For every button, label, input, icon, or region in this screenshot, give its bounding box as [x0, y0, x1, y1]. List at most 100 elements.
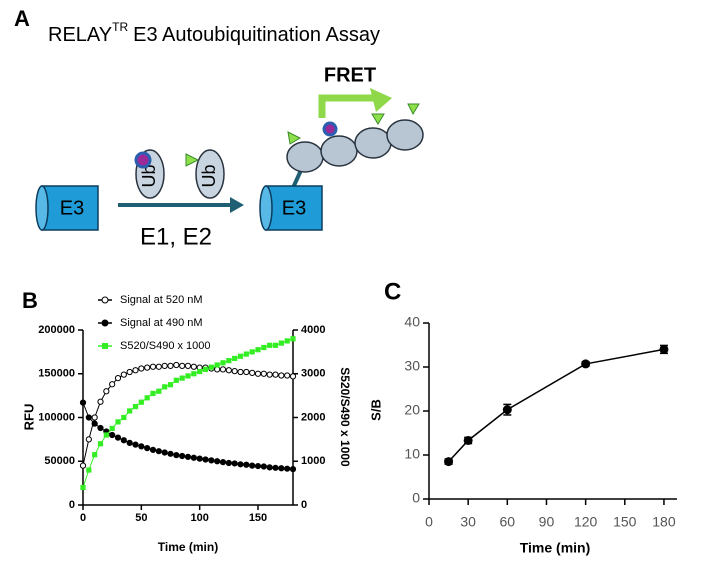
point [267, 342, 273, 348]
point [120, 437, 127, 444]
legend-label: Signal at 490 nM [120, 317, 203, 329]
point [272, 342, 279, 348]
point [86, 467, 92, 473]
y2-tick-label: 2000 [301, 411, 325, 423]
series-line [82, 364, 294, 466]
x-tick-label: 150 [613, 514, 637, 530]
legend-marker [101, 296, 109, 304]
x-tick-label: 180 [652, 514, 676, 530]
point [185, 373, 191, 379]
point [196, 455, 203, 462]
point [220, 360, 226, 366]
e3-body [265, 185, 323, 231]
point [289, 373, 297, 380]
point [138, 399, 144, 405]
point [173, 452, 180, 459]
point [249, 369, 256, 376]
x-tick-label: 0 [80, 512, 86, 524]
panel-letter: C [384, 278, 401, 305]
point [231, 368, 238, 375]
fret-arrow [318, 94, 376, 118]
point [202, 366, 209, 372]
y-tick-label: 0 [412, 490, 420, 506]
point [463, 435, 473, 445]
ub-chain [386, 119, 424, 151]
point [190, 363, 197, 370]
point [214, 362, 220, 368]
point [266, 464, 273, 471]
point [162, 384, 168, 390]
point [114, 375, 122, 382]
point [173, 361, 180, 369]
y2-tick-label: 0 [301, 499, 307, 511]
point [243, 351, 249, 357]
point [79, 399, 87, 406]
panel-a: A RELAYTR E3 Autoubiquitination Assay E3 … [14, 6, 424, 250]
y-tick-label: 0 [69, 499, 75, 511]
panel-letter: B [22, 288, 38, 313]
acceptor-dye [407, 103, 420, 116]
point [97, 424, 104, 432]
ub [195, 149, 225, 199]
point [208, 364, 214, 370]
x-axis-title: Time (min) [520, 540, 591, 556]
point [272, 371, 279, 378]
point [161, 362, 168, 369]
point [97, 398, 104, 405]
point [191, 371, 197, 377]
e3-end [35, 185, 49, 231]
y-tick-label: 20 [404, 402, 420, 418]
panel-letter: A [14, 6, 30, 31]
point [103, 388, 110, 395]
y-tick-label: 30 [404, 358, 420, 374]
y-tick-label: 40 [404, 314, 420, 330]
point [138, 365, 145, 372]
ub-chain [354, 127, 392, 159]
legend-label: S520/S490 x 1000 [120, 340, 211, 352]
title-rest: E3 Autoubiquitination Assay [133, 24, 380, 46]
point [144, 395, 150, 401]
title-main: RELAY [48, 24, 112, 46]
point [254, 462, 262, 470]
donor-dye [134, 151, 152, 169]
y-axis-title: RFU [21, 404, 36, 431]
point [659, 344, 669, 354]
series-line [448, 348, 665, 463]
point [202, 456, 209, 463]
point [85, 436, 92, 443]
x-tick-label: 60 [500, 514, 516, 530]
x-tick-label: 150 [249, 512, 267, 524]
point [184, 362, 192, 369]
point [278, 372, 285, 379]
enzymes-label: E1, E2 [140, 223, 212, 250]
point [144, 445, 151, 452]
point [150, 390, 156, 397]
point [290, 336, 296, 342]
point [284, 372, 291, 379]
ub-chain [286, 141, 324, 173]
point [249, 349, 255, 355]
point [581, 359, 591, 369]
point [85, 414, 92, 421]
point [121, 414, 127, 421]
point [243, 368, 250, 376]
e3-label: E3 [60, 197, 84, 219]
point [289, 466, 297, 473]
x-tick-label: 50 [135, 512, 147, 524]
point [184, 453, 192, 460]
point [260, 463, 267, 470]
point [225, 367, 232, 374]
point [237, 461, 244, 468]
acceptor-dye [287, 131, 302, 145]
point [156, 388, 162, 394]
ub-chain [320, 135, 358, 167]
point [278, 340, 284, 346]
point [219, 366, 227, 373]
y-tick-label: 100000 [38, 411, 75, 423]
point [92, 452, 98, 458]
x-tick-label: 120 [574, 514, 598, 530]
point [144, 364, 151, 371]
point [179, 362, 186, 369]
ub-label: Ub [139, 164, 159, 187]
